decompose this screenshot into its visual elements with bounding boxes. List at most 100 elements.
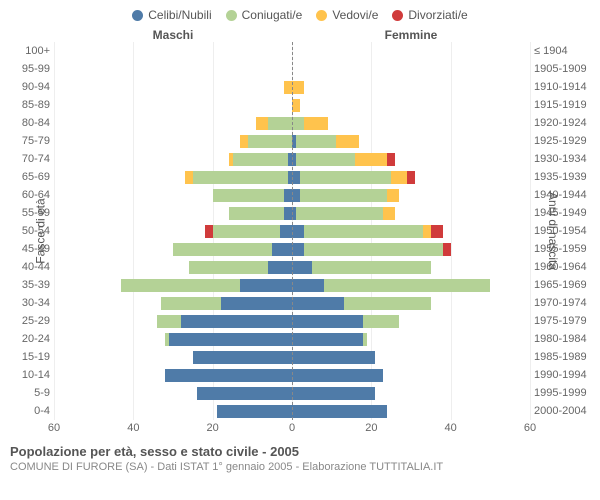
bar-segment	[268, 117, 292, 130]
bar-segment	[161, 297, 221, 310]
birth-year-label: 1940-1944	[534, 186, 590, 204]
bar-segment	[344, 297, 431, 310]
bar-row	[54, 204, 292, 222]
bar-segment	[391, 171, 407, 184]
legend-item: Divorziati/e	[392, 8, 467, 22]
bar-segment	[296, 153, 356, 166]
birth-year-label: 1925-1929	[534, 132, 590, 150]
bar-row	[292, 168, 530, 186]
age-group-label: 90-94	[10, 78, 50, 96]
age-group-label: 65-69	[10, 168, 50, 186]
birth-year-label: 1950-1954	[534, 222, 590, 240]
birth-year-label: 1935-1939	[534, 168, 590, 186]
birth-year-label: 1960-1964	[534, 258, 590, 276]
bar-segment	[240, 279, 292, 292]
bar-row	[54, 132, 292, 150]
bar-row	[292, 132, 530, 150]
bar-segment	[157, 315, 181, 328]
age-group-label: 75-79	[10, 132, 50, 150]
bar-segment	[324, 279, 491, 292]
bar-segment	[193, 171, 288, 184]
bar-row	[292, 42, 530, 60]
x-tick-label: 60	[524, 422, 536, 434]
bar-segment	[256, 117, 268, 130]
bar-segment	[363, 315, 399, 328]
age-group-label: 15-19	[10, 348, 50, 366]
legend-item: Coniugati/e	[226, 8, 303, 22]
population-pyramid-chart: Celibi/NubiliConiugati/eVedovi/eDivorzia…	[0, 0, 600, 500]
age-group-label: 25-29	[10, 312, 50, 330]
bar-segment	[300, 171, 391, 184]
bar-segment	[221, 297, 292, 310]
female-bars	[292, 42, 530, 420]
legend-swatch	[316, 10, 327, 21]
bar-row	[54, 348, 292, 366]
bar-segment	[292, 261, 312, 274]
bar-segment	[387, 189, 399, 202]
bar-segment	[213, 225, 280, 238]
legend-label: Divorziati/e	[408, 8, 467, 22]
x-tick-label: 60	[48, 422, 60, 434]
bar-row	[292, 366, 530, 384]
birth-year-label: 1945-1949	[534, 204, 590, 222]
bar-segment	[407, 171, 415, 184]
bar-row	[292, 294, 530, 312]
age-group-label: 30-34	[10, 294, 50, 312]
bar-row	[54, 240, 292, 258]
chart-title: Popolazione per età, sesso e stato civil…	[10, 444, 590, 459]
bar-segment	[284, 189, 292, 202]
age-group-label: 35-39	[10, 276, 50, 294]
legend-swatch	[392, 10, 403, 21]
bar-row	[54, 114, 292, 132]
bar-segment	[292, 387, 375, 400]
chart-subtitle: COMUNE DI FURORE (SA) - Dati ISTAT 1° ge…	[10, 461, 590, 473]
birth-year-label: 1910-1914	[534, 78, 590, 96]
center-line	[292, 42, 293, 420]
birth-year-label: 1970-1974	[534, 294, 590, 312]
bar-segment	[233, 153, 289, 166]
bar-row	[54, 222, 292, 240]
legend-label: Vedovi/e	[332, 8, 378, 22]
bar-segment	[383, 207, 395, 220]
bar-segment	[189, 261, 268, 274]
birth-year-label: 1955-1959	[534, 240, 590, 258]
bar-segment	[205, 225, 213, 238]
bar-row	[54, 402, 292, 420]
bar-row	[54, 294, 292, 312]
bar-segment	[197, 387, 292, 400]
bar-segment	[292, 225, 304, 238]
bar-row	[54, 78, 292, 96]
age-group-label: 95-99	[10, 60, 50, 78]
bar-segment	[355, 153, 387, 166]
bar-row	[292, 402, 530, 420]
bar-row	[292, 78, 530, 96]
bar-row	[54, 42, 292, 60]
bar-segment	[292, 351, 375, 364]
bar-row	[292, 60, 530, 78]
bar-row	[292, 240, 530, 258]
bar-row	[54, 168, 292, 186]
x-tick-label: 20	[365, 422, 377, 434]
bar-segment	[387, 153, 395, 166]
bar-segment	[292, 117, 304, 130]
legend-swatch	[226, 10, 237, 21]
birth-year-label: 1980-1984	[534, 330, 590, 348]
bar-segment	[217, 405, 292, 418]
bar-row	[54, 366, 292, 384]
legend-item: Vedovi/e	[316, 8, 378, 22]
bar-row	[54, 150, 292, 168]
age-group-label: 85-89	[10, 96, 50, 114]
x-tick-label: 40	[127, 422, 139, 434]
bar-segment	[240, 135, 248, 148]
bar-row	[54, 330, 292, 348]
x-tick-label: 0	[289, 422, 295, 434]
bar-segment	[336, 135, 360, 148]
birth-year-label: 1965-1969	[534, 276, 590, 294]
bar-segment	[292, 189, 300, 202]
bar-row	[292, 384, 530, 402]
bar-segment	[304, 117, 328, 130]
bar-segment	[292, 81, 304, 94]
age-group-label: 10-14	[10, 366, 50, 384]
bar-segment	[248, 135, 292, 148]
x-tick-label: 20	[207, 422, 219, 434]
